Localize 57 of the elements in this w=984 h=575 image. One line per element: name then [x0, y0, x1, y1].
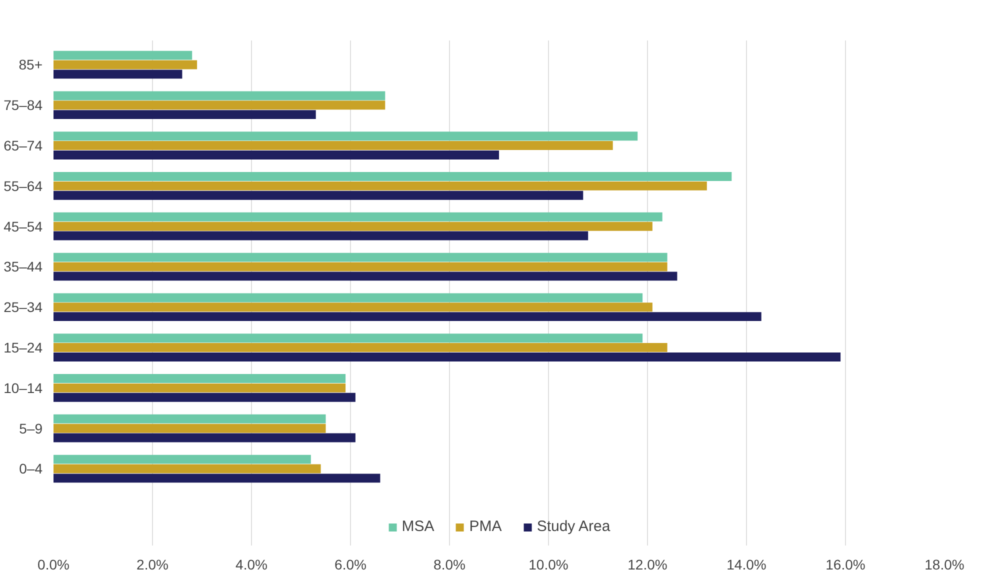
y-tick-label: 85+	[18, 56, 42, 73]
y-tick-label: 15–24	[4, 340, 43, 356]
x-tick-label: 0.0%	[38, 556, 70, 572]
bar	[54, 272, 678, 281]
x-tick-label: 14.0%	[726, 556, 766, 572]
y-tick-label: 45–54	[4, 218, 43, 234]
x-tick-label: 8.0%	[434, 556, 466, 572]
bar	[54, 110, 316, 120]
bar	[54, 190, 584, 200]
y-tick-label: 25–34	[4, 299, 43, 316]
legend-label: MSA	[402, 518, 434, 535]
y-tick-label: 10–14	[4, 380, 43, 396]
bar	[54, 383, 346, 392]
legend-label: PMA	[469, 518, 502, 535]
bar	[54, 374, 346, 383]
bar	[54, 172, 732, 181]
bar	[54, 252, 668, 262]
bar	[54, 91, 386, 100]
x-tick-label: 12.0%	[628, 556, 668, 572]
bar	[54, 424, 326, 433]
bar	[54, 150, 499, 160]
bar	[54, 212, 662, 222]
bar	[54, 334, 643, 343]
bar	[54, 60, 198, 70]
y-tick-label: 75–84	[4, 97, 43, 114]
bar	[54, 70, 182, 79]
x-tick-label: 16.0%	[826, 556, 866, 572]
x-tick-label: 4.0%	[236, 556, 268, 572]
bar	[54, 392, 356, 402]
bar	[54, 141, 613, 150]
x-tick-label: 6.0%	[334, 556, 366, 572]
y-tick-label: 65–74	[4, 138, 43, 154]
legend-label: Study Area	[536, 518, 610, 535]
bar	[54, 464, 321, 474]
bar	[54, 343, 668, 352]
bar	[54, 262, 668, 272]
bar	[54, 312, 762, 322]
x-tick-label: 18.0%	[924, 556, 964, 572]
bar	[54, 222, 652, 231]
bar	[54, 181, 707, 190]
x-tick-label: 10.0%	[528, 556, 568, 572]
y-tick-label: 0–4	[19, 460, 43, 477]
bar	[54, 433, 356, 442]
bar	[54, 293, 643, 302]
bar	[54, 231, 588, 240]
bar	[54, 474, 380, 483]
bar	[54, 352, 841, 362]
bar	[54, 50, 192, 60]
y-tick-label: 35–44	[4, 258, 43, 275]
bar	[54, 132, 638, 141]
bar	[54, 302, 652, 312]
x-tick-label: 2.0%	[136, 556, 168, 572]
bar	[54, 100, 386, 110]
y-tick-label: 5–9	[19, 420, 43, 436]
bar	[54, 414, 326, 424]
y-tick-label: 55–64	[4, 178, 43, 194]
bar	[54, 454, 311, 464]
